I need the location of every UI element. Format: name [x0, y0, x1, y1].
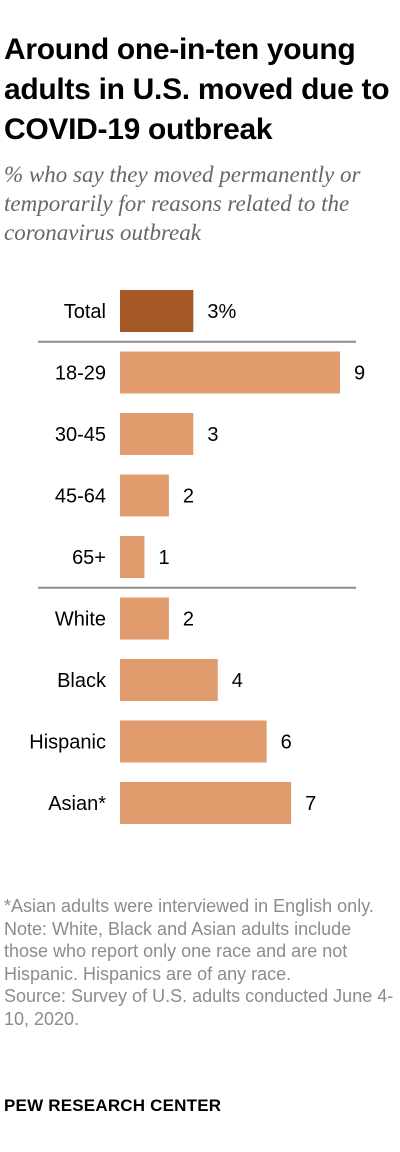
asian-footnote: *Asian adults were interviewed in Englis… [4, 896, 374, 916]
category-label: Black [57, 670, 107, 692]
value-label: 9 [354, 363, 365, 385]
footnotes: *Asian adults were interviewed in Englis… [4, 895, 396, 1030]
value-label: 1 [158, 547, 169, 569]
bar [120, 782, 292, 824]
category-label: 45-64 [55, 486, 106, 508]
bar [120, 413, 194, 455]
category-label: Total [64, 301, 106, 323]
category-label: 65+ [72, 547, 106, 569]
value-label: 7 [305, 793, 316, 815]
bar [120, 351, 340, 394]
bar [120, 597, 169, 640]
brand-logo-text: PEW RESEARCH CENTER [4, 1096, 222, 1115]
chart-title: Around one-in-ten young adults in U.S. m… [4, 33, 390, 146]
value-label: 2 [183, 486, 194, 508]
value-label: 3% [207, 301, 236, 323]
value-label: 4 [232, 670, 243, 692]
bar [120, 474, 169, 517]
category-label: 30-45 [55, 424, 106, 446]
value-label: 2 [183, 609, 194, 631]
category-label: Hispanic [29, 732, 106, 754]
bar [120, 720, 267, 763]
source-note: Source: Survey of U.S. adults conducted … [4, 986, 394, 1029]
category-label: White [55, 609, 106, 631]
bar [120, 659, 218, 701]
value-label: 6 [281, 732, 292, 754]
value-label: 3 [207, 424, 218, 446]
bar-chart: Total 3% 18-29 9 30-45 3 45-64 2 65+ 1 White 2 Black… [29, 290, 365, 824]
race-note: Note: White, Black and Asian adults incl… [4, 918, 352, 984]
bar [120, 290, 194, 332]
category-label: 18-29 [55, 363, 106, 385]
bar [120, 536, 145, 578]
chart-subtitle: % who say they moved permanently or temp… [4, 162, 361, 245]
category-label: Asian* [48, 793, 106, 815]
